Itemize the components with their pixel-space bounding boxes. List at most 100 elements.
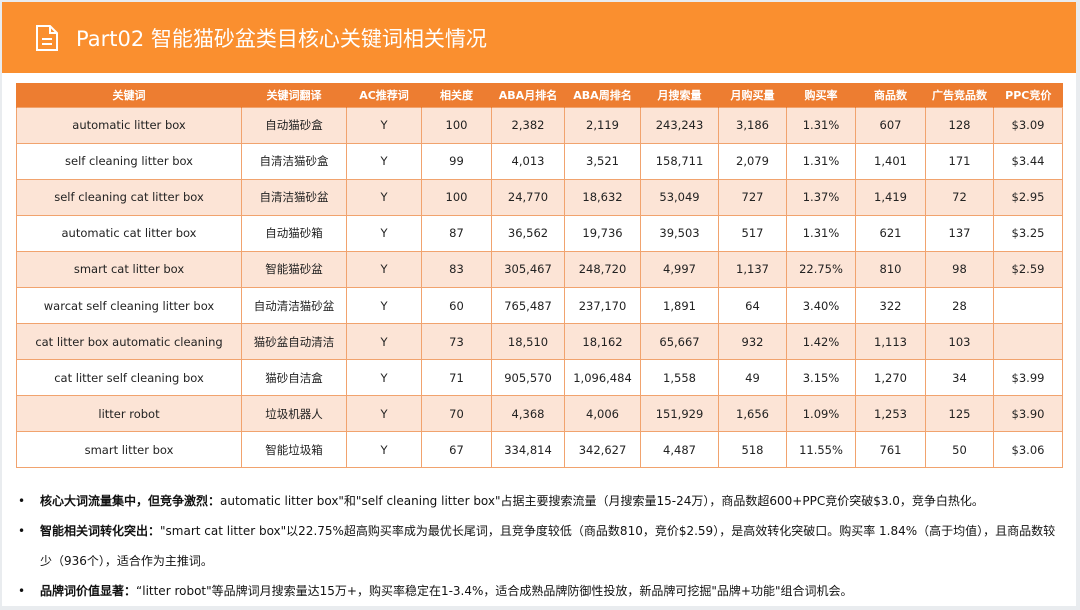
table-cell: 128 bbox=[925, 106, 994, 144]
table-cell: 125 bbox=[925, 395, 994, 433]
table-cell: 334,814 bbox=[491, 431, 565, 469]
table-cell: 1.09% bbox=[786, 395, 856, 433]
table-cell: cat litter self cleaning box bbox=[16, 359, 242, 397]
note-item: 品牌词价值显著：“litter robot"等品牌词月搜索量达15万+，购买率稳… bbox=[16, 576, 1056, 606]
table-row: litter robot 垃圾机器人 Y 70 4,368 4,006 151,929 1,6… bbox=[16, 395, 1063, 433]
table-cell: Y bbox=[346, 431, 422, 469]
table-cell: 1,253 bbox=[855, 395, 926, 433]
table-cell: 518 bbox=[718, 431, 787, 469]
table-cell: Y bbox=[346, 250, 422, 288]
table-cell: 243,243 bbox=[640, 106, 719, 144]
table-cell: 智能猫砂盆 bbox=[241, 250, 347, 288]
table-cell: $3.06 bbox=[993, 431, 1063, 469]
table-cell: 28 bbox=[925, 286, 994, 325]
table-cell: smart litter box bbox=[16, 431, 242, 469]
header-banner: Part02 智能猫砂盆类目核心关键词相关情况 bbox=[2, 2, 1076, 73]
table-cell: 810 bbox=[855, 250, 926, 288]
table-cell: 34 bbox=[925, 359, 994, 397]
table-cell: 49 bbox=[718, 359, 787, 397]
table-cell: 1,891 bbox=[640, 286, 719, 325]
table-cell: 70 bbox=[421, 395, 492, 433]
table-row: warcat self cleaning litter box 自动清洁猫砂盆 Y 6… bbox=[16, 286, 1063, 325]
table-cell: 11.55% bbox=[786, 431, 856, 469]
table-cell: 22.75% bbox=[786, 250, 856, 288]
table-cell: 4,487 bbox=[640, 431, 719, 469]
table-cell: 2,079 bbox=[718, 142, 787, 180]
column-header: 关键词 bbox=[16, 83, 242, 107]
table-cell: 39,503 bbox=[640, 214, 719, 252]
table-cell: 50 bbox=[925, 431, 994, 469]
table-cell: 3.40% bbox=[786, 286, 856, 325]
table-cell: smart cat litter box bbox=[16, 250, 242, 288]
table-cell bbox=[993, 286, 1063, 325]
note-item: 核心大词流量集中，但竞争激烈：automatic litter box"和"se… bbox=[16, 486, 1056, 516]
keyword-table: 关键词 关键词翻译 AC推荐词 相关度 ABA月排名 ABA周排名 月搜索量 月购买量 购买率商… bbox=[16, 83, 1063, 469]
table-cell: 1,419 bbox=[855, 178, 926, 216]
table-cell: $3.90 bbox=[993, 395, 1063, 433]
note-text: “litter robot"等品牌词月搜索量达15万+，购买率稳定在1-3.4%… bbox=[136, 584, 853, 598]
table-cell: 99 bbox=[421, 142, 492, 180]
table-cell: 83 bbox=[421, 250, 492, 288]
table-cell: 18,510 bbox=[491, 323, 565, 361]
table-cell: 248,720 bbox=[564, 250, 641, 288]
table-cell bbox=[993, 323, 1063, 361]
table-cell: 3,521 bbox=[564, 142, 641, 180]
table-cell: Y bbox=[346, 395, 422, 433]
note-label: 核心大词流量集中，但竞争激烈： bbox=[40, 494, 221, 508]
table-cell: 1.37% bbox=[786, 178, 856, 216]
table-cell: $3.09 bbox=[993, 106, 1063, 144]
table-cell: 36,562 bbox=[491, 214, 565, 252]
table-row: automatic litter box 自动猫砂盒 Y 100 2,382 2,119 2… bbox=[16, 106, 1063, 144]
table-row: cat litter box automatic cleaning 猫砂盆自动清洁… bbox=[16, 323, 1063, 361]
table-cell: 727 bbox=[718, 178, 787, 216]
table-cell: self cleaning litter box bbox=[16, 142, 242, 180]
table-cell: 87 bbox=[421, 214, 492, 252]
column-header: 月购买量 bbox=[718, 83, 787, 107]
notes-list: 核心大词流量集中，但竞争激烈：automatic litter box"和"se… bbox=[16, 486, 1056, 606]
column-header: AC推荐词 bbox=[346, 83, 422, 107]
table-cell: 自清洁猫砂盒 bbox=[241, 142, 347, 180]
table-cell: 猫砂盆自动清洁 bbox=[241, 323, 347, 361]
table-cell: 3,186 bbox=[718, 106, 787, 144]
table-cell: 4,368 bbox=[491, 395, 565, 433]
table-cell: 305,467 bbox=[491, 250, 565, 288]
table-cell: 4,013 bbox=[491, 142, 565, 180]
column-header: PPC竞价 bbox=[993, 83, 1063, 107]
table-cell: 24,770 bbox=[491, 178, 565, 216]
table-cell: 垃圾机器人 bbox=[241, 395, 347, 433]
table-cell: 1,656 bbox=[718, 395, 787, 433]
column-header: 购买率 bbox=[786, 83, 856, 107]
table-cell: 932 bbox=[718, 323, 787, 361]
table-cell: 猫砂自洁盒 bbox=[241, 359, 347, 397]
note-label: 智能相关词转化突出： bbox=[40, 524, 161, 538]
table-cell: 1,096,484 bbox=[564, 359, 641, 397]
table-cell: 53,049 bbox=[640, 178, 719, 216]
note-label: 品牌词价值显著： bbox=[40, 584, 137, 598]
table-cell: 4,997 bbox=[640, 250, 719, 288]
table-cell: 1,270 bbox=[855, 359, 926, 397]
table-cell: 322 bbox=[855, 286, 926, 325]
column-header: 月搜索量 bbox=[640, 83, 719, 107]
table-cell: Y bbox=[346, 142, 422, 180]
table-row: smart litter box 智能垃圾箱 Y 67 334,814 342,627 4,… bbox=[16, 431, 1063, 469]
table-cell: 1,137 bbox=[718, 250, 787, 288]
table-row: self cleaning litter box 自清洁猫砂盒 Y 99 4,013 3,… bbox=[16, 142, 1063, 180]
table-cell: 自动猫砂盒 bbox=[241, 106, 347, 144]
table-cell: Y bbox=[346, 214, 422, 252]
table-cell: $3.44 bbox=[993, 142, 1063, 180]
table-cell: litter robot bbox=[16, 395, 242, 433]
table-cell: 自动清洁猫砂盆 bbox=[241, 286, 347, 325]
table-cell: 72 bbox=[925, 178, 994, 216]
table-cell: 517 bbox=[718, 214, 787, 252]
table-cell: $3.25 bbox=[993, 214, 1063, 252]
note-text: automatic litter box"和"self cleaning lit… bbox=[220, 494, 984, 508]
table-cell: automatic cat litter box bbox=[16, 214, 242, 252]
table-cell: 1.31% bbox=[786, 142, 856, 180]
table-cell: 2,119 bbox=[564, 106, 641, 144]
table-cell: 621 bbox=[855, 214, 926, 252]
table-cell: 智能垃圾箱 bbox=[241, 431, 347, 469]
column-header: ABA月排名 bbox=[491, 83, 565, 107]
table-cell: automatic litter box bbox=[16, 106, 242, 144]
table-cell: 100 bbox=[421, 178, 492, 216]
